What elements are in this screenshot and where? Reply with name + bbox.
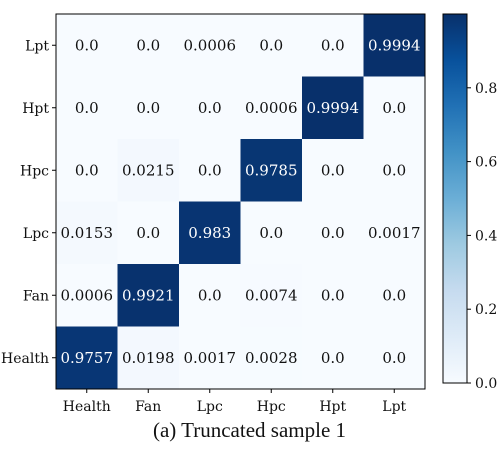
cell-value-label: 0.0006 [184,36,237,54]
heatmap-cell [363,14,426,77]
cell-value-label: 0.9994 [368,36,421,54]
cell-value-label: 0.0017 [184,349,237,367]
heatmap-cell [302,201,364,265]
y-tick-label: Hpt [22,101,49,117]
heatmap-cell [179,139,241,202]
cell-value-label: 0.9785 [245,161,298,179]
heatmap-cell [56,139,118,202]
heatmap-cell [56,326,118,390]
cell-value-label: 0.0 [136,99,160,117]
colorbar [442,13,468,384]
cell-value-label: 0.0 [321,36,345,54]
x-tick-label: Hpt [319,399,346,415]
heatmap-cell [179,76,241,140]
cell-value-label: 0.0017 [368,224,421,242]
cell-value-label: 0.9757 [61,349,114,367]
cell-value-label: 0.0 [321,161,345,179]
y-tick-label: Lpc [23,226,49,242]
cell-value-label: 0.0 [75,99,99,117]
cell-value-label: 0.0006 [245,99,298,117]
colorbar-tick-label: 0.8 [475,81,497,97]
y-tick-label: Hpc [20,163,49,179]
colorbar-tick-label: 0.2 [475,302,497,318]
x-tick-label: Health [63,399,111,415]
cell-value-label: 0.0153 [61,224,114,242]
y-tick-label: Health [1,351,49,367]
heatmap-cell [117,201,180,265]
cell-value-label: 0.0 [382,349,406,367]
heatmap-cell [240,264,303,327]
heatmap-cell [117,264,180,327]
heatmap-cell [302,76,364,140]
heatmap-cell [363,201,426,265]
cell-value-label: 0.0 [321,349,345,367]
cell-value-label: 0.0 [382,286,406,304]
heatmap-cell [363,326,426,390]
heatmap-cell [56,76,118,140]
heatmap-cell [240,139,303,202]
cell-value-label: 0.0074 [245,286,298,304]
cell-value-label: 0.0006 [61,286,114,304]
plot-frame [55,13,426,390]
cell-value-label: 0.0198 [122,349,175,367]
heatmap-cell [179,201,241,265]
cell-value-label: 0.9921 [122,286,175,304]
heatmap-cell [240,201,303,265]
cell-value-label: 0.0 [198,286,222,304]
cell-value-label: 0.9994 [307,99,360,117]
cell-value-label: 0.0 [136,36,160,54]
heatmap-cell [240,14,303,77]
cell-value-label: 0.0028 [245,349,298,367]
heatmap-cell [302,326,364,390]
heatmap-cell [117,139,180,202]
colorbar-tick-label: 0.6 [475,155,497,171]
heatmap-cell [56,264,118,327]
heatmap-cell [240,326,303,390]
heatmap-cell [240,76,303,140]
y-tick-label: Lpt [25,38,49,54]
heatmap-cell [179,264,241,327]
cell-value-label: 0.0 [321,224,345,242]
x-tick-label: Lpt [382,399,406,415]
heatmap-cell [179,14,241,77]
cell-value-label: 0.0 [136,224,160,242]
heatmap-cell [56,201,118,265]
y-tick-label: Fan [23,288,49,304]
cell-value-label: 0.0 [321,286,345,304]
x-axis-ticks: Health Fan Lpc Hpc Hpt Lpt [63,389,407,415]
heatmap-cell [179,326,241,390]
colorbar-tick-label: 0.4 [475,228,497,244]
heatmap-cell [363,139,426,202]
heatmap-cell [56,14,118,77]
heatmap-cell [117,76,180,140]
cell-value-label: 0.0 [75,36,99,54]
heatmap-cells: 0.0 0.0 0.0006 0.0 0.0 0.9994 0.0 0.0 0.0 0.0006 0… [56,14,426,390]
cell-value-label: 0.0 [382,99,406,117]
heatmap-cell [363,76,426,140]
figure-caption: (a) Truncated sample 1 [152,418,347,442]
heatmap-cell [117,326,180,390]
y-axis-ticks: Lpt Hpt Hpc Lpc Fan Health [1,38,56,367]
cell-value-label: 0.0 [198,161,222,179]
cell-value-label: 0.0 [75,161,99,179]
cell-value-label: 0.0215 [122,161,175,179]
cell-value-label: 0.0 [198,99,222,117]
heatmap-cell [363,264,426,327]
cell-value-label: 0.0 [382,161,406,179]
cell-value-label: 0.0 [259,36,283,54]
x-tick-label: Fan [135,399,161,415]
heatmap-cell [302,139,364,202]
x-tick-label: Hpc [257,399,286,415]
heatmap-cell [302,264,364,327]
heatmap-cell [302,14,364,77]
x-tick-label: Lpc [197,399,223,415]
colorbar-ticks: 0.0 0.2 0.4 0.6 0.8 [467,81,497,392]
colorbar-tick-label: 0.0 [475,376,497,392]
cell-value-label: 0.983 [188,224,231,242]
heatmap-cell [117,14,180,77]
cell-value-label: 0.0 [259,224,283,242]
